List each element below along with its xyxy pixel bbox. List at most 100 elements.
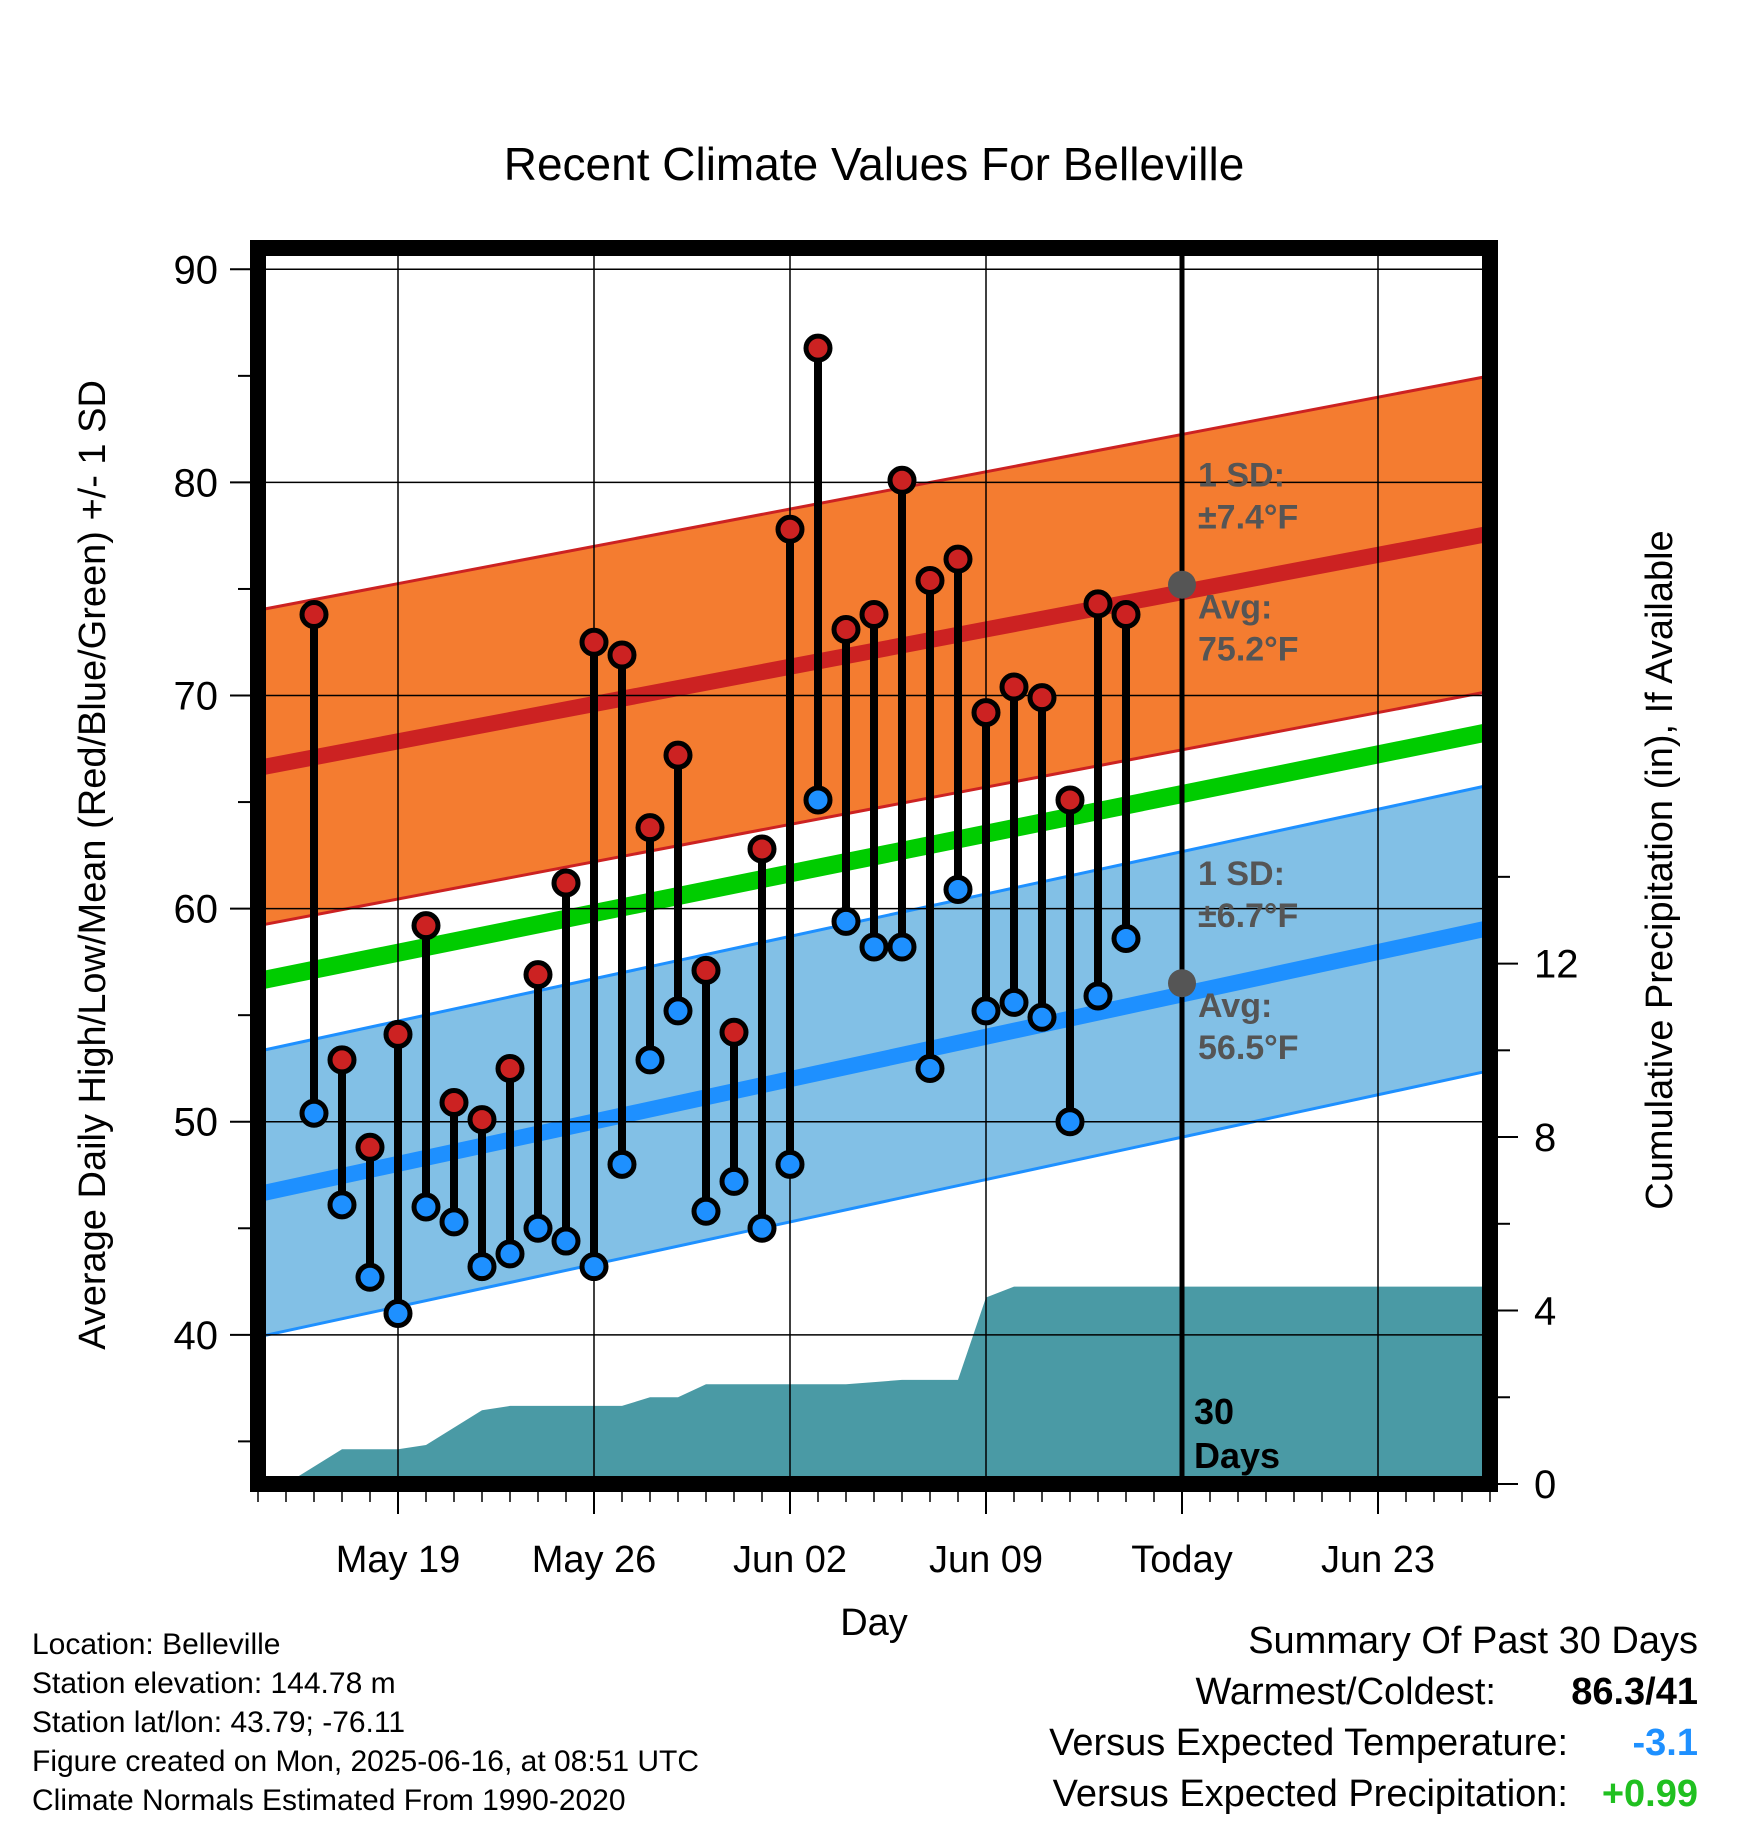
y2-tick-label: 8 <box>1534 1116 1556 1160</box>
info-created: Figure created on Mon, 2025-06-16, at 08… <box>32 1745 700 1778</box>
high-point <box>635 813 665 843</box>
avg-low-line <box>256 919 1492 1202</box>
low-point <box>1083 981 1113 1011</box>
high-point <box>775 514 805 544</box>
summary-temp-value: -3.1 <box>1632 1722 1698 1764</box>
summary-title: Summary Of Past 30 Days <box>1248 1620 1698 1662</box>
high-point <box>719 1017 749 1047</box>
y-tick-label: 90 <box>174 248 219 292</box>
y-tick-label: 40 <box>174 1314 219 1358</box>
high-point <box>383 1019 413 1049</box>
high-point <box>355 1132 385 1162</box>
y-tick-label: 60 <box>174 888 219 932</box>
today-high-marker <box>1168 570 1196 599</box>
plot-area: 1 SD: ±7.4°F Avg: 75.2°F 1 SD: ±6.7°F Avg: 56.5… <box>174 240 1579 1581</box>
high-point <box>747 834 777 864</box>
high-point <box>803 333 833 363</box>
x-tick-label: Today <box>1131 1539 1232 1581</box>
low-point <box>775 1149 805 1179</box>
low-point <box>1055 1107 1085 1137</box>
low-sd-band-lower-edge <box>257 1069 1491 1339</box>
low-point <box>747 1213 777 1243</box>
low-point <box>383 1299 413 1329</box>
high-point <box>887 465 917 495</box>
low-point <box>663 996 693 1026</box>
low-point <box>327 1190 357 1220</box>
low-point <box>887 932 917 962</box>
y-tick-label: 80 <box>174 461 219 505</box>
low-point <box>355 1262 385 1292</box>
high-point <box>299 600 329 630</box>
plot-frame <box>250 240 1498 1492</box>
high-point <box>467 1105 497 1135</box>
window-label-number: 30 <box>1194 1391 1234 1432</box>
high-point <box>915 565 945 595</box>
high-point <box>831 614 861 644</box>
high-point <box>971 698 1001 728</box>
precip-area <box>258 1286 1490 1484</box>
y-tick-label: 50 <box>174 1101 219 1145</box>
high-point <box>579 627 609 657</box>
low-point <box>1027 1002 1057 1032</box>
info-location: Location: Belleville <box>32 1628 281 1661</box>
low-sd-value: ±6.7°F <box>1198 897 1298 935</box>
high-point <box>327 1045 357 1075</box>
low-point <box>999 987 1029 1017</box>
high-point <box>691 955 721 985</box>
low-point <box>635 1045 665 1075</box>
window-label-unit: Days <box>1194 1435 1280 1476</box>
y-axis-label: Average Daily High/Low/Mean (Red/Blue/Gr… <box>72 380 114 1350</box>
low-point <box>831 906 861 936</box>
info-normals: Climate Normals Estimated From 1990-2020 <box>32 1784 626 1817</box>
high-point <box>663 740 693 770</box>
high-point <box>523 960 553 990</box>
x-axis-label: Day <box>840 1602 908 1644</box>
low-sd-label: 1 SD: <box>1198 855 1285 893</box>
summary-warmest-label: Warmest/Coldest: <box>1195 1671 1496 1713</box>
summary-warmest-value: 86.3/41 <box>1571 1671 1698 1713</box>
today-low-marker <box>1168 969 1196 998</box>
low-point <box>299 1098 329 1128</box>
high-point <box>551 868 581 898</box>
low-point <box>523 1213 553 1243</box>
summary-temp-label: Versus Expected Temperature: <box>1049 1722 1568 1764</box>
high-point <box>859 600 889 630</box>
x-tick-label: May 26 <box>532 1539 657 1581</box>
y2-tick-label: 0 <box>1534 1463 1556 1507</box>
summary-precip-value: +0.99 <box>1601 1773 1698 1815</box>
low-point <box>607 1149 637 1179</box>
x-tick-label: May 19 <box>336 1539 461 1581</box>
low-point <box>411 1192 441 1222</box>
high-avg-value: 75.2°F <box>1198 631 1299 669</box>
y2-tick-label: 12 <box>1534 943 1579 987</box>
low-point <box>467 1252 497 1282</box>
low-point <box>915 1053 945 1083</box>
info-elevation: Station elevation: 144.78 m <box>32 1667 396 1700</box>
x-tick-label: Jun 02 <box>733 1539 847 1581</box>
low-point <box>803 785 833 815</box>
high-avg-label: Avg: <box>1198 589 1272 627</box>
low-point <box>579 1252 609 1282</box>
y2-axis-label: Cumulative Precipitation (in), If Availa… <box>1639 530 1681 1209</box>
high-point <box>1083 589 1113 619</box>
high-sd-band-upper-edge <box>257 374 1491 612</box>
low-avg-value: 56.5°F <box>1198 1029 1299 1067</box>
y2-tick-label: 4 <box>1534 1290 1556 1334</box>
high-sd-value: ±7.4°F <box>1198 499 1298 537</box>
info-latlon: Station lat/lon: 43.79; -76.11 <box>32 1706 406 1739</box>
high-point <box>943 544 973 574</box>
high-point <box>1111 600 1141 630</box>
high-point <box>607 640 637 670</box>
low-avg-label: Avg: <box>1198 987 1272 1025</box>
low-point <box>859 932 889 962</box>
low-point <box>691 1196 721 1226</box>
y-tick-label: 70 <box>174 675 219 719</box>
high-point <box>411 911 441 941</box>
high-point <box>495 1053 525 1083</box>
chart-title: Recent Climate Values For Belleville <box>504 138 1245 190</box>
high-point <box>1027 683 1057 713</box>
low-point <box>495 1239 525 1269</box>
summary-precip-label: Versus Expected Precipitation: <box>1052 1773 1568 1815</box>
x-tick-label: Jun 09 <box>929 1539 1043 1581</box>
